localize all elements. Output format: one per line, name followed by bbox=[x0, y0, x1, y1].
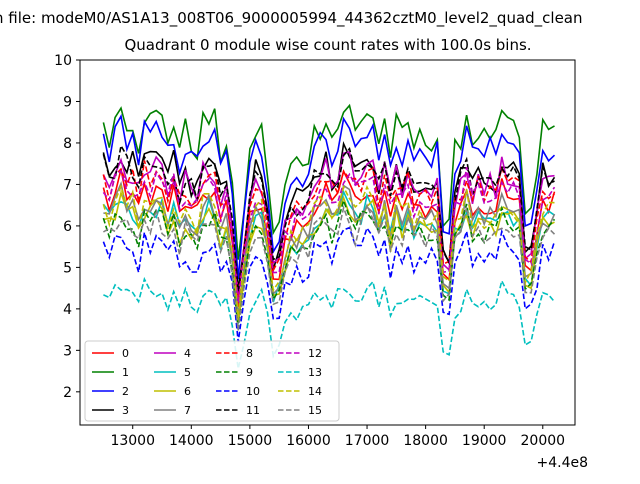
legend-label-6: 6 bbox=[184, 385, 191, 398]
x-tick-label: 17000 bbox=[345, 433, 390, 449]
series-line-2 bbox=[102, 113, 556, 280]
x-tick-label: 20000 bbox=[521, 433, 566, 449]
legend-label-4: 4 bbox=[184, 347, 191, 360]
series-line-13 bbox=[103, 276, 556, 369]
legend-label-13: 13 bbox=[308, 366, 322, 379]
y-tick-label: 5 bbox=[63, 260, 72, 276]
legend-label-7: 7 bbox=[184, 404, 191, 417]
chart-title: Quadrant 0 module wise count rates with … bbox=[124, 36, 531, 54]
series-line-1 bbox=[102, 103, 555, 260]
x-tick-label: 13000 bbox=[110, 433, 155, 449]
series-line-15 bbox=[102, 203, 556, 331]
legend-label-11: 11 bbox=[246, 404, 260, 417]
y-tick-label: 9 bbox=[63, 94, 72, 110]
y-tick-label: 10 bbox=[54, 53, 72, 69]
y-tick-label: 2 bbox=[63, 385, 72, 401]
series-line-9 bbox=[102, 197, 556, 330]
x-tick-label: 14000 bbox=[169, 433, 214, 449]
plot-frame bbox=[79, 59, 576, 426]
x-offset-label: +4.4e8 bbox=[536, 455, 588, 471]
y-tick-label: 8 bbox=[63, 136, 72, 152]
series-line-8 bbox=[102, 160, 555, 298]
plot-area bbox=[79, 59, 576, 426]
legend-label-1: 1 bbox=[122, 366, 129, 379]
series-line-7 bbox=[103, 181, 556, 316]
y-axis: 2 3 4 5 6 7 8 9 10 bbox=[54, 53, 80, 401]
legend-label-9: 9 bbox=[246, 366, 253, 379]
x-axis: 13000 14000 15000 16000 17000 18000 19000 20000 bbox=[110, 425, 565, 449]
legend-label-5: 5 bbox=[184, 366, 191, 379]
series-line-10 bbox=[102, 226, 556, 343]
series-line-12 bbox=[102, 166, 556, 303]
legend-box bbox=[84, 340, 340, 422]
x-tick-label: 18000 bbox=[403, 433, 448, 449]
y-tick-label: 4 bbox=[63, 302, 72, 318]
legend-label-8: 8 bbox=[246, 347, 253, 360]
y-tick-label: 7 bbox=[63, 177, 72, 193]
legend-label-3: 3 bbox=[122, 404, 129, 417]
x-tick-label: 19000 bbox=[462, 433, 507, 449]
series-line-14 bbox=[102, 184, 555, 317]
legend-label-12: 12 bbox=[308, 347, 322, 360]
legend-label-10: 10 bbox=[246, 385, 260, 398]
legend-label-0: 0 bbox=[122, 347, 129, 360]
legend-label-14: 14 bbox=[308, 385, 322, 398]
x-tick-label: 15000 bbox=[228, 433, 273, 449]
y-tick-label: 3 bbox=[63, 343, 72, 359]
x-tick-label: 16000 bbox=[286, 433, 331, 449]
legend-label-2: 2 bbox=[122, 385, 129, 398]
chart-suptitle: n file: modeM0/AS1A13_008T06_9000005994_… bbox=[0, 9, 583, 28]
legend-label-15: 15 bbox=[308, 404, 322, 417]
y-tick-label: 6 bbox=[63, 219, 72, 235]
